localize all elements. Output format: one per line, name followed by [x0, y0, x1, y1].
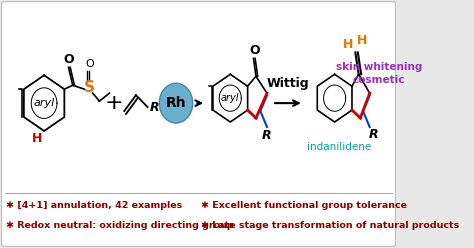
Text: +: + — [105, 93, 124, 113]
Text: ✱ Late stage transformation of natural products: ✱ Late stage transformation of natural p… — [201, 221, 459, 230]
Text: O: O — [249, 44, 260, 57]
Text: ✱ Excellent functional group tolerance: ✱ Excellent functional group tolerance — [201, 201, 407, 210]
Text: H: H — [32, 132, 43, 145]
Text: skin whitening
cosmetic: skin whitening cosmetic — [336, 62, 422, 85]
Text: ✱ [4+1] annulation, 42 examples: ✱ [4+1] annulation, 42 examples — [6, 201, 182, 210]
Text: indanilidene: indanilidene — [307, 142, 371, 152]
Text: H: H — [357, 34, 367, 47]
Text: R: R — [262, 129, 272, 142]
Text: O: O — [85, 59, 94, 69]
Text: R: R — [369, 128, 379, 141]
Text: R: R — [149, 101, 159, 114]
Circle shape — [159, 83, 193, 123]
Text: H: H — [343, 38, 353, 51]
Text: aryl: aryl — [221, 93, 239, 103]
FancyBboxPatch shape — [1, 2, 396, 246]
Text: Wittig: Wittig — [266, 77, 309, 90]
Text: aryl: aryl — [34, 98, 55, 108]
Text: Rh: Rh — [166, 96, 186, 110]
Text: ✱ Redox neutral: oxidizing directing group: ✱ Redox neutral: oxidizing directing gro… — [6, 221, 233, 230]
Text: O: O — [63, 53, 74, 66]
Text: S: S — [84, 80, 95, 95]
